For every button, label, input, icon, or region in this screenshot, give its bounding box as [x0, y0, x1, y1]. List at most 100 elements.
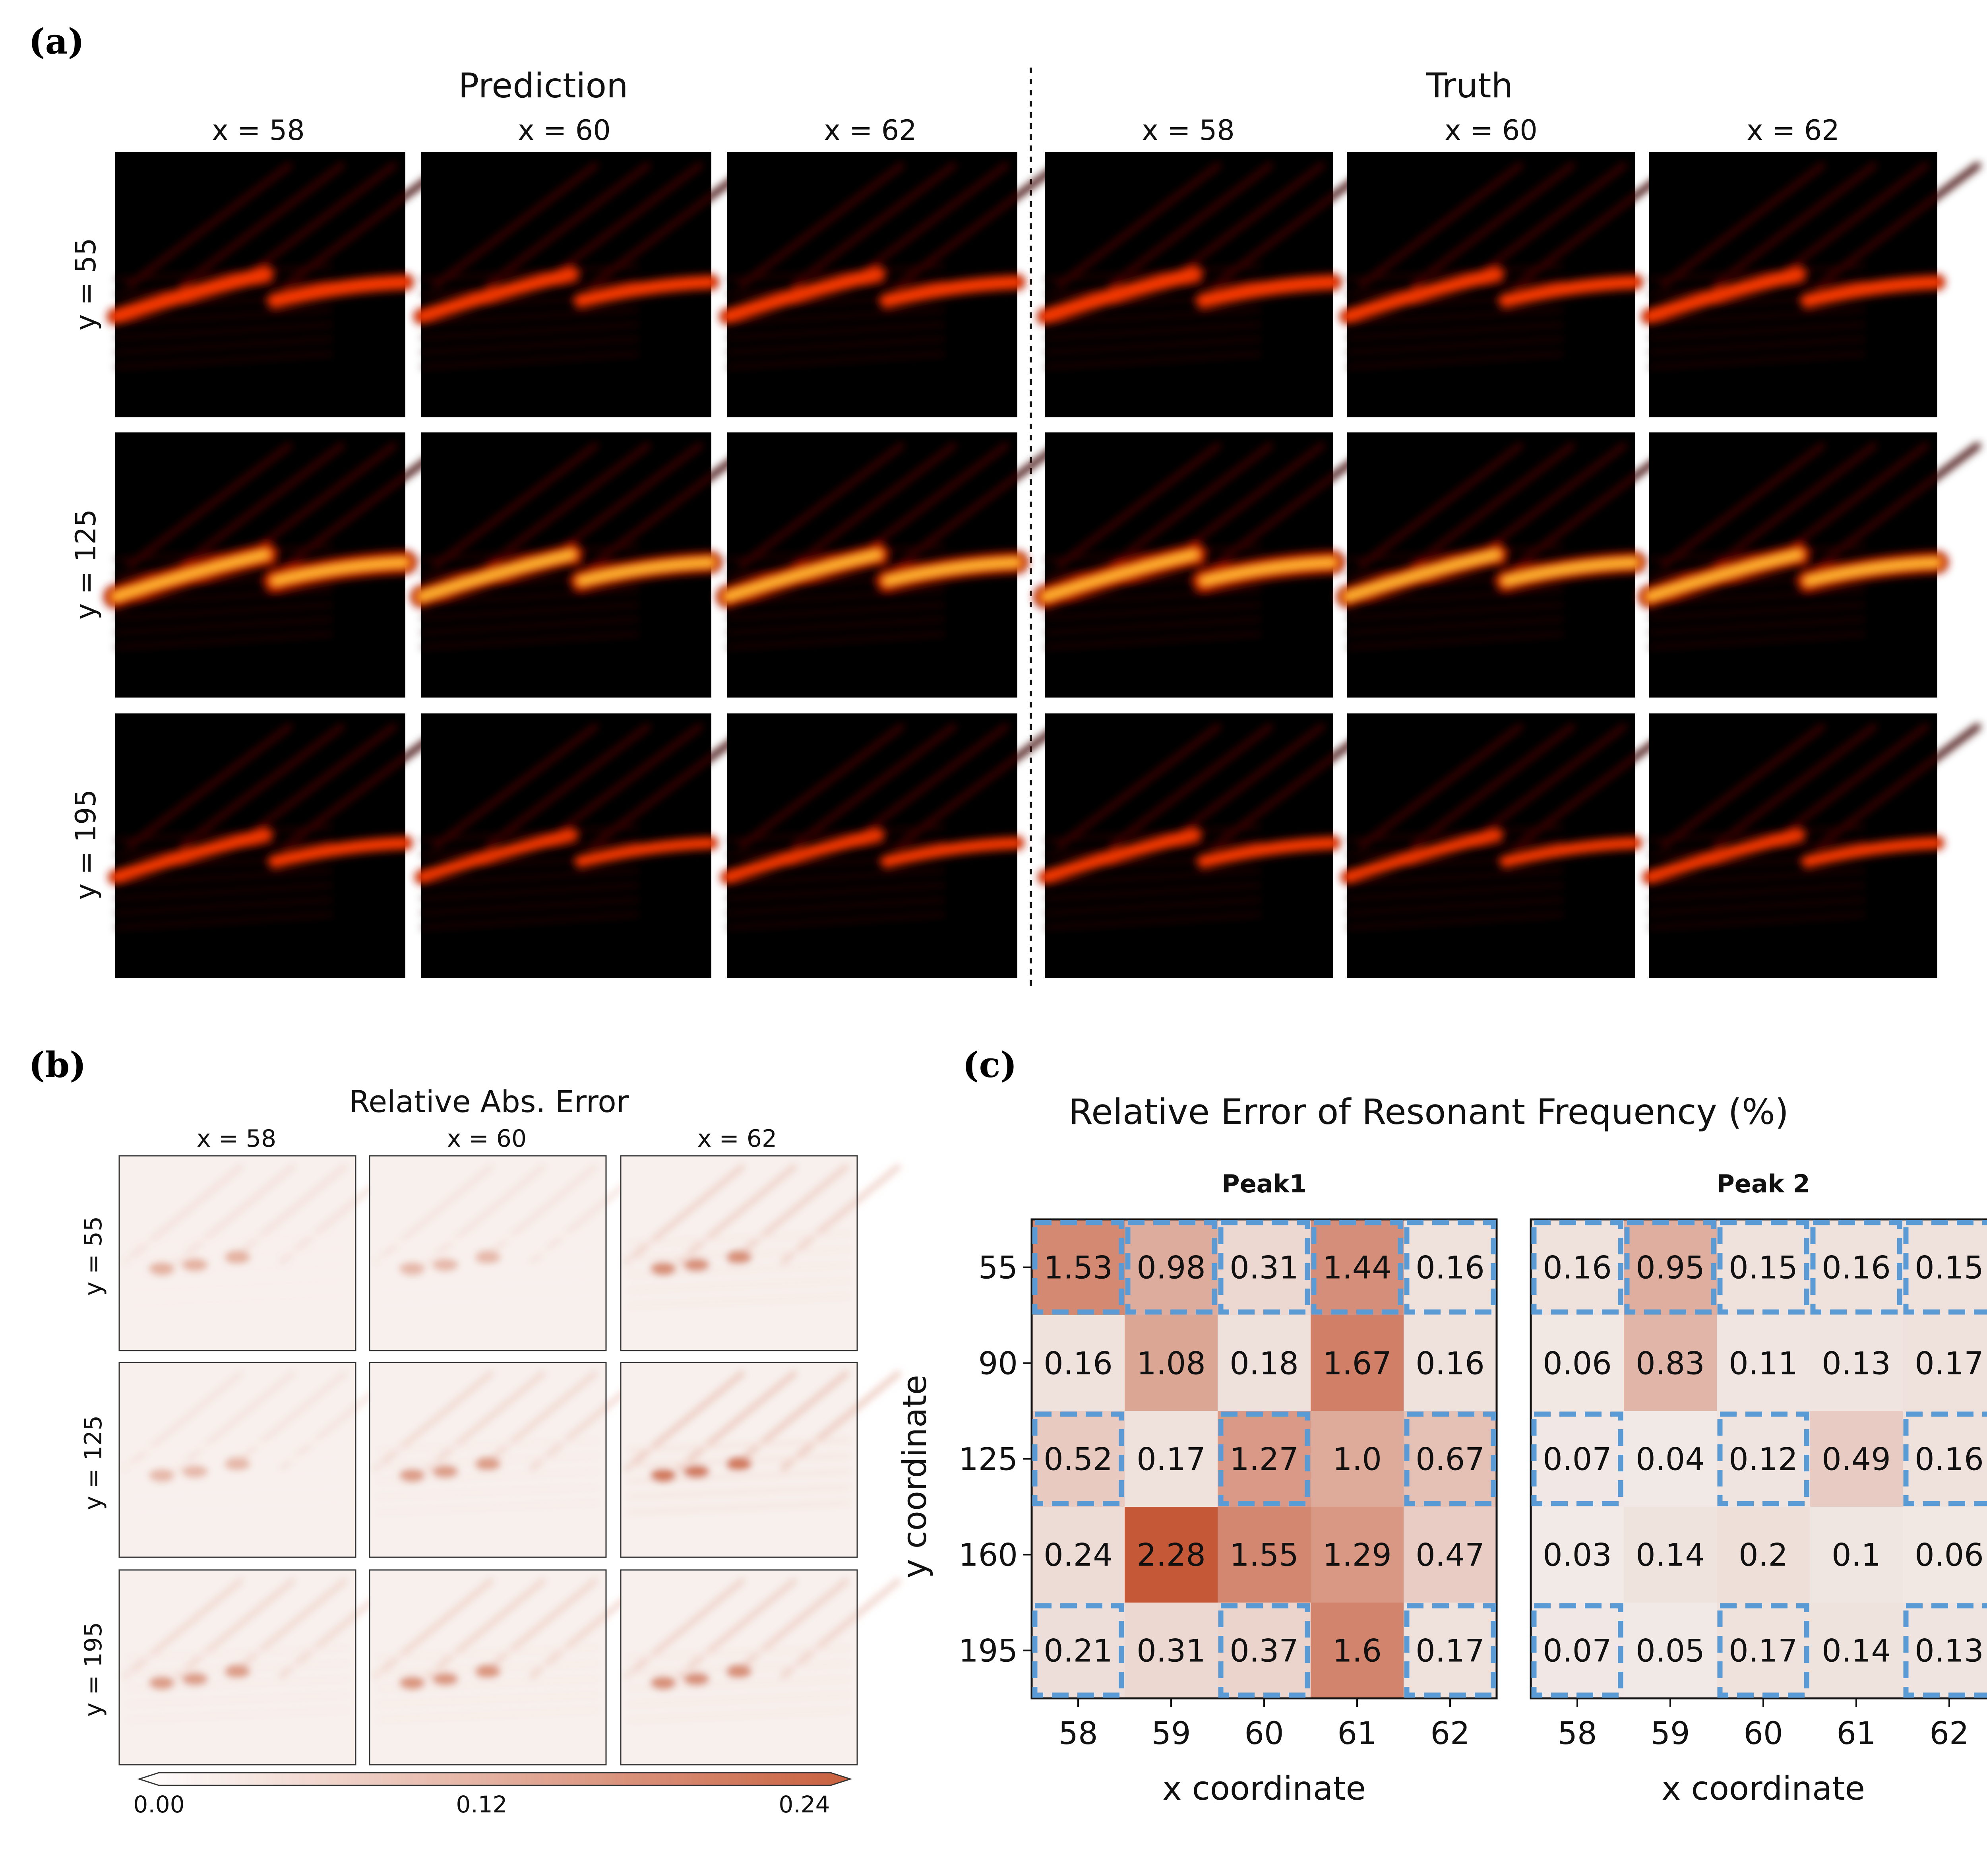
heatmap-cell [1903, 1411, 1987, 1507]
error-tile-frame [620, 1362, 858, 1558]
ripple-band [1347, 352, 1563, 368]
tile-features [1038, 723, 1377, 929]
resonance-line [577, 839, 715, 865]
cell-value-label: 0.03 [1543, 1538, 1612, 1574]
heatmap-cell [1404, 1219, 1497, 1315]
error-streak [424, 1578, 546, 1679]
ripple-band [1649, 308, 1865, 325]
cell-value-label: 0.11 [1729, 1346, 1798, 1382]
ripple-band [727, 632, 945, 649]
heatmap-cell [1125, 1219, 1218, 1315]
heatmap-cell [1404, 1507, 1497, 1603]
echo-line [537, 162, 703, 288]
heatmap-cell [1311, 1219, 1404, 1315]
resonance-line [111, 270, 271, 321]
tile-features [1033, 442, 1377, 649]
truth-col-label-58: x = 58 [1142, 114, 1235, 147]
error-band [627, 1232, 850, 1246]
error-hotspot [651, 1262, 676, 1275]
cell-value-label: 0.16 [1044, 1346, 1113, 1382]
error-tile-x62-y125 [620, 1362, 902, 1558]
echo-line [738, 723, 904, 849]
x-tick-label: 58 [1058, 1716, 1098, 1752]
ripple-band [115, 913, 333, 929]
ripple-band [727, 323, 945, 339]
spectrogram-pred-60-y195 [414, 713, 755, 978]
echo-line [537, 723, 703, 849]
highlight-box [1125, 1220, 1217, 1315]
heatmap-cell [1218, 1411, 1311, 1507]
highlight-box [1218, 1411, 1310, 1506]
y-tick-label: 195 [959, 1634, 1018, 1669]
error-hotspot [225, 1665, 250, 1678]
error-streak [476, 1578, 598, 1679]
error-streak [122, 1370, 244, 1472]
error-band [126, 1232, 349, 1246]
ripple-band [421, 913, 639, 929]
resonance-line [1200, 839, 1337, 865]
resonance-core [1805, 559, 1940, 584]
echo-line [1056, 162, 1221, 288]
error-hotspot [432, 1673, 458, 1686]
echo-line [589, 162, 755, 288]
colorbar-tick-mid: 0.12 [456, 1791, 507, 1818]
cell-value-label: 0.67 [1416, 1442, 1485, 1478]
error-band [126, 1278, 349, 1293]
ripple-band [1045, 603, 1261, 619]
ripple-band [727, 913, 945, 929]
error-hotspot [149, 1469, 175, 1482]
cell-value-label: 0.18 [1230, 1346, 1299, 1382]
heatmap-cell [1311, 1507, 1404, 1603]
resonance-line [111, 831, 270, 881]
error-tile-frame [369, 1155, 607, 1351]
error-hotspot [475, 1250, 501, 1264]
error-band [126, 1500, 349, 1515]
highlight-box [1032, 1603, 1124, 1698]
error-features [372, 1370, 651, 1515]
error-tile-frame [369, 1569, 607, 1766]
echo-line [1410, 442, 1575, 568]
error-hotspot [684, 1465, 709, 1478]
echo-line [1712, 723, 1877, 849]
heatmap-cell [1624, 1507, 1717, 1603]
ripple-band [1649, 589, 1865, 605]
echo-line [484, 442, 651, 568]
b-col-label-62: x = 62 [697, 1125, 777, 1153]
ripple-band [421, 308, 639, 325]
ripple-band [727, 869, 945, 885]
panel-label-b: (b) [29, 1044, 86, 1085]
error-hotspot [225, 1457, 250, 1470]
ripple-band [115, 265, 333, 281]
ripple-band [1045, 913, 1261, 929]
heatmap-cell [1810, 1315, 1903, 1411]
cell-value-label: 0.31 [1230, 1250, 1299, 1286]
cell-value-label: 1.55 [1230, 1538, 1299, 1574]
heatmap-cell [1125, 1507, 1218, 1603]
x-tick-label: 59 [1151, 1716, 1191, 1752]
error-band [126, 1438, 349, 1452]
error-tile-x58-y55 [118, 1155, 400, 1351]
resonance-line [418, 831, 576, 881]
heatmap-cell [1717, 1507, 1810, 1603]
cell-value-label: 0.14 [1822, 1634, 1891, 1669]
ripple-band [115, 632, 333, 649]
echo-line [484, 162, 651, 288]
error-hotspot [651, 1676, 676, 1690]
b-row-label-55: y = 55 [79, 1216, 107, 1296]
resonance-line [1501, 278, 1639, 305]
error-streak [174, 1370, 296, 1472]
error-tile-x58-y125 [118, 1362, 400, 1558]
cell-value-label: 0.37 [1230, 1634, 1299, 1669]
error-band [627, 1278, 850, 1293]
ripple-band [1347, 884, 1563, 900]
resonance-core [578, 559, 714, 584]
ripple-band [1347, 308, 1563, 325]
ripple-band [727, 898, 945, 915]
heatmap-cell [1125, 1603, 1218, 1698]
spectrogram-pred-58-y125 [103, 432, 449, 698]
cell-value-label: 1.0 [1332, 1442, 1382, 1478]
cell-value-label: 1.67 [1323, 1346, 1392, 1382]
error-band [627, 1646, 850, 1660]
heatmap-cell [1903, 1603, 1987, 1698]
ripple-band [1045, 869, 1261, 885]
